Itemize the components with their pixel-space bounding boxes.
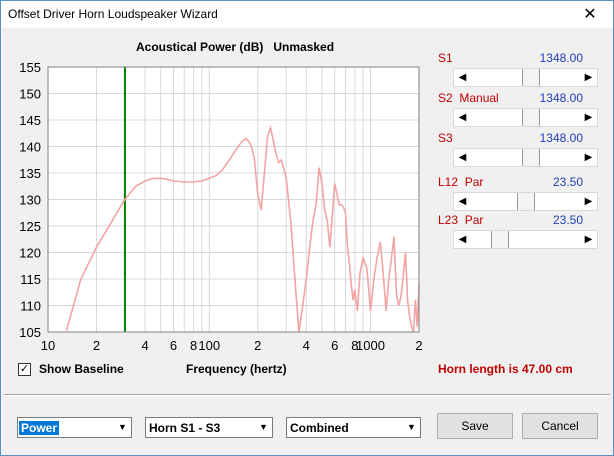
chevron-down-icon[interactable]: ▼ — [259, 422, 268, 432]
arrow-left-icon[interactable]: ◀ — [454, 69, 471, 86]
y-tick-label: 135 — [19, 166, 41, 181]
x-tick-label: 10 — [41, 338, 55, 352]
slider-label: S2 Manual — [438, 91, 499, 105]
quantity-select[interactable]: Power ▼ — [17, 417, 132, 438]
slider-value: 1348.00 — [539, 91, 583, 105]
slider-value: 1348.00 — [539, 131, 583, 145]
range-select[interactable]: Horn S1 - S3 ▼ — [145, 417, 273, 438]
slider-label: L23 Par — [438, 213, 484, 227]
y-tick-label: 105 — [19, 325, 41, 340]
x-tick-label: 8 — [190, 338, 197, 352]
arrow-right-icon[interactable]: ▶ — [580, 231, 597, 248]
slider-track[interactable] — [535, 193, 580, 210]
y-tick-label: 140 — [19, 140, 41, 155]
x-tick-label: 4 — [141, 338, 148, 352]
arrow-right-icon[interactable]: ▶ — [580, 149, 597, 166]
slider-track[interactable] — [471, 193, 517, 210]
slider-track[interactable] — [540, 69, 580, 86]
slider-thumb[interactable] — [522, 149, 540, 166]
slider-thumb[interactable] — [522, 69, 540, 86]
slider-label: S3 — [438, 131, 453, 145]
slider-track[interactable] — [471, 69, 522, 86]
slider-thumb[interactable] — [491, 231, 509, 248]
x-tick-label: 2 — [254, 338, 261, 352]
slider-track[interactable] — [471, 109, 522, 126]
chart-title: Acoustical Power (dB) Unmasked — [136, 40, 335, 54]
quantity-select-value: Power — [19, 421, 60, 435]
slider-value: 23.50 — [552, 213, 583, 227]
window-title: Offset Driver Horn Loudspeaker Wizard — [8, 7, 218, 21]
arrow-right-icon[interactable]: ▶ — [580, 109, 597, 126]
mode-select[interactable]: Combined ▼ — [286, 417, 421, 438]
x-tick-label: 6 — [331, 338, 338, 352]
slider-label: S1 — [438, 51, 453, 65]
x-tick-label: 8 — [351, 338, 358, 352]
x-tick-label: 2 — [415, 338, 422, 352]
slider-track[interactable] — [540, 149, 580, 166]
arrow-left-icon[interactable]: ◀ — [454, 149, 471, 166]
y-tick-label: 115 — [20, 272, 41, 287]
x-tick-label: 1000 — [356, 338, 385, 352]
show-baseline-label[interactable]: Show Baseline — [39, 362, 124, 376]
title-bar: Offset Driver Horn Loudspeaker Wizard ✕ — [1, 1, 613, 28]
x-tick-label: 4 — [303, 338, 310, 352]
y-tick-label: 125 — [19, 219, 41, 234]
arrow-left-icon[interactable]: ◀ — [454, 109, 471, 126]
horn-length-status: Horn length is 47.00 cm — [438, 362, 573, 376]
slider-scrollbar[interactable]: ◀ ▶ — [453, 192, 598, 211]
slider-label: L12 Par — [438, 175, 484, 189]
x-tick-label: 6 — [170, 338, 177, 352]
x-axis-label: Frequency (hertz) — [186, 362, 287, 376]
mode-select-value: Combined — [290, 421, 349, 435]
y-tick-label: 155 — [19, 60, 41, 75]
slider-track[interactable] — [471, 149, 522, 166]
slider-scrollbar[interactable]: ◀ ▶ — [453, 230, 598, 249]
arrow-right-icon[interactable]: ▶ — [580, 69, 597, 86]
plot-border — [47, 66, 420, 333]
show-baseline-checkbox[interactable]: ✓ — [18, 363, 31, 376]
range-select-value: Horn S1 - S3 — [149, 421, 221, 435]
slider-value: 1348.00 — [539, 51, 583, 65]
slider-thumb[interactable] — [522, 109, 540, 126]
arrow-left-icon[interactable]: ◀ — [454, 193, 471, 210]
save-button[interactable]: Save — [437, 413, 513, 439]
power-response-line — [65, 125, 420, 333]
arrow-right-icon[interactable]: ▶ — [580, 193, 597, 210]
slider-thumb[interactable] — [517, 193, 535, 210]
x-tick-label: 100 — [198, 338, 220, 352]
y-tick-label: 110 — [20, 299, 41, 314]
slider-scrollbar[interactable]: ◀ ▶ — [453, 108, 598, 127]
chevron-down-icon[interactable]: ▼ — [407, 422, 416, 432]
y-tick-label: 150 — [19, 87, 41, 102]
slider-track[interactable] — [509, 231, 580, 248]
slider-scrollbar[interactable]: ◀ ▶ — [453, 68, 598, 87]
slider-scrollbar[interactable]: ◀ ▶ — [453, 148, 598, 167]
y-tick-label: 120 — [19, 246, 41, 261]
divider — [4, 394, 610, 396]
slider-value: 23.50 — [552, 175, 583, 189]
cancel-button[interactable]: Cancel — [522, 413, 598, 439]
slider-track[interactable] — [540, 109, 580, 126]
y-tick-label: 145 — [19, 113, 41, 128]
close-icon[interactable]: ✕ — [583, 6, 597, 23]
chevron-down-icon[interactable]: ▼ — [118, 422, 127, 432]
slider-track[interactable] — [471, 231, 491, 248]
arrow-left-icon[interactable]: ◀ — [454, 231, 471, 248]
y-tick-label: 130 — [19, 193, 41, 208]
x-tick-label: 2 — [93, 338, 100, 352]
